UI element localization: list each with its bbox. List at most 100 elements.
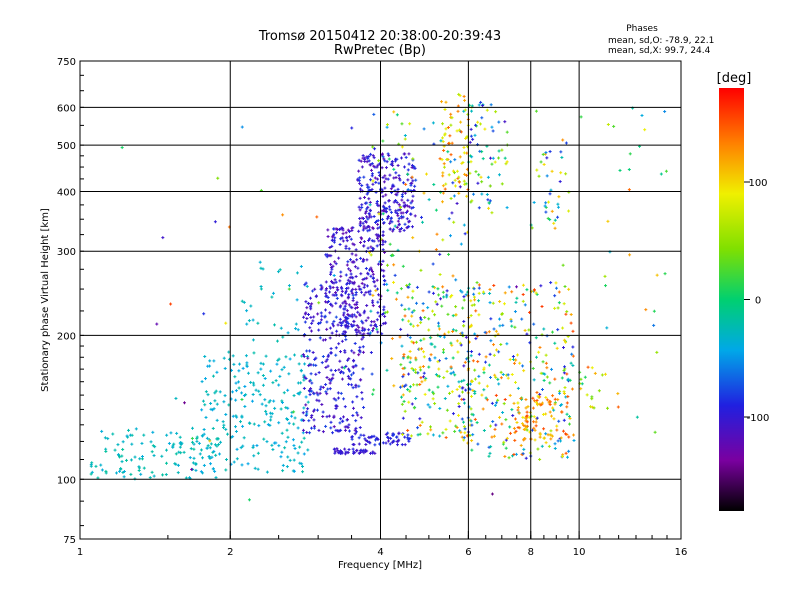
scatter-point [286, 418, 290, 422]
scatter-point [254, 388, 258, 392]
scatter-point [361, 350, 365, 354]
scatter-point [208, 364, 212, 368]
scatter-point [175, 431, 179, 435]
scatter-point [169, 431, 173, 435]
scatter-points [89, 92, 668, 502]
scatter-point [211, 374, 215, 378]
scatter-point [347, 382, 351, 386]
scatter-point [304, 395, 308, 399]
scatter-point [298, 445, 302, 449]
scatter-point [284, 355, 288, 359]
scatter-point [222, 426, 226, 430]
scatter-point [331, 373, 335, 377]
scatter-point [302, 378, 306, 382]
scatter-point [311, 289, 315, 293]
scatter-point [104, 447, 108, 451]
scatter-point [308, 349, 312, 353]
scatter-point [280, 450, 284, 454]
scatter-point [351, 414, 355, 418]
colorbar [719, 88, 744, 511]
scatter-point [328, 311, 332, 315]
scatter-point [326, 387, 330, 391]
scatter-point [292, 444, 296, 448]
scatter-point [306, 400, 310, 404]
scatter-point [317, 328, 321, 332]
scatter-point [347, 357, 351, 361]
scatter-point [122, 475, 126, 479]
scatter-point [203, 377, 207, 381]
scatter-point [269, 369, 273, 373]
scatter-point [308, 431, 312, 435]
chart-subtitle: RwPretec (Bp) [334, 43, 426, 58]
scatter-point [234, 398, 238, 402]
y-tick-label: 500 [57, 141, 76, 152]
scatter-point [329, 351, 333, 355]
scatter-point [358, 426, 362, 430]
scatter-point [280, 399, 284, 403]
scatter-point [176, 471, 180, 475]
scatter-point [221, 420, 225, 424]
scatter-point [304, 413, 308, 417]
scatter-point [305, 306, 309, 310]
scatter-point [119, 467, 123, 471]
scatter-point [332, 425, 336, 429]
scatter-point [334, 353, 338, 357]
scatter-point [121, 447, 125, 451]
scatter-point [94, 464, 98, 468]
scatter-point [259, 287, 263, 291]
scatter-point [198, 452, 202, 456]
scatter-point [292, 394, 296, 398]
scatter-point [305, 410, 309, 414]
chart-title: Tromsø 20150412 20:38:00-20:39:43 [258, 29, 501, 44]
scatter-point [312, 409, 316, 413]
scatter-point [340, 289, 344, 293]
scatter-point [309, 315, 313, 319]
scatter-point [353, 306, 357, 310]
scatter-point [343, 323, 347, 327]
scatter-point [263, 420, 267, 424]
scatter-point [171, 445, 175, 449]
scatter-point [332, 397, 336, 401]
scatter-point [234, 425, 238, 429]
scatter-point [338, 321, 342, 325]
scatter-point [317, 371, 321, 375]
scatter-point [327, 377, 331, 381]
scatter-point [320, 314, 324, 318]
scatter-point [224, 412, 228, 416]
scatter-point [324, 365, 328, 369]
y-tick-label: 600 [57, 103, 76, 114]
scatter-point [355, 330, 359, 334]
scatter-point [239, 420, 243, 424]
scatter-point [172, 442, 176, 446]
scatter-point [272, 441, 276, 445]
scatter-point [280, 368, 284, 372]
scatter-point [354, 419, 358, 423]
scatter-point [290, 414, 294, 418]
scatter-point [299, 381, 303, 385]
scatter-point [222, 356, 226, 360]
scatter-point [192, 447, 196, 451]
scatter-point [245, 322, 249, 326]
scatter-point [308, 393, 312, 397]
stats-line-x: mean, sd,X: 99.7, 24.4 [608, 46, 711, 56]
scatter-point [177, 450, 181, 454]
scatter-point [209, 442, 213, 446]
scatter-point [256, 321, 260, 325]
scatter-point [318, 387, 322, 391]
scatter-point [325, 358, 329, 362]
scatter-point [357, 329, 361, 333]
scatter-point [303, 320, 307, 324]
scatter-point [296, 426, 300, 430]
scatter-point [286, 435, 290, 439]
scatter-point [270, 295, 274, 299]
scatter-point [287, 372, 291, 376]
scatter-point [305, 284, 309, 288]
scatter-point [252, 454, 256, 458]
scatter-point [349, 377, 353, 381]
scatter-point [256, 451, 260, 455]
scatter-point [316, 408, 320, 412]
scatter-point [259, 266, 263, 270]
scatter-point [331, 227, 335, 231]
scatter-point [192, 442, 196, 446]
scatter-point [325, 327, 329, 331]
